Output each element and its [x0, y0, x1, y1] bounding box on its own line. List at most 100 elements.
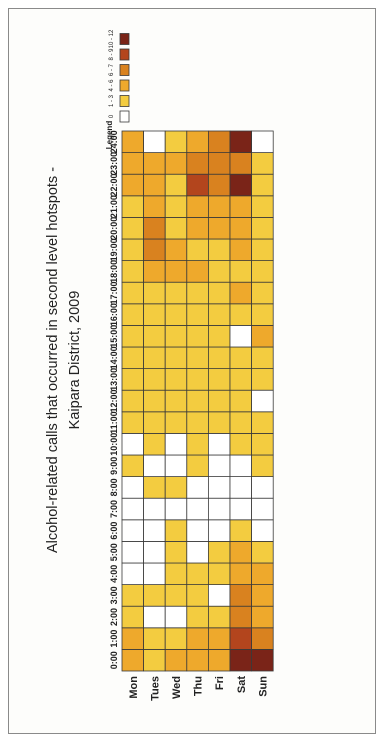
heatmap-cell — [121, 195, 145, 218]
heatmap-cell — [121, 152, 145, 175]
heatmap-cell — [121, 476, 145, 499]
heatmap-cell — [251, 497, 274, 521]
heatmap-cell — [207, 389, 231, 413]
heatmap-cell — [207, 324, 231, 348]
chart-subtitle: Kaipara District, 2009 — [67, 291, 83, 430]
heatmap-cell — [164, 411, 188, 434]
heatmap-cell — [143, 411, 166, 434]
heatmap-cell — [186, 216, 209, 240]
hour-tick-label: 12:00 — [109, 389, 119, 412]
heatmap-cell — [186, 130, 209, 153]
heatmap-cell — [164, 303, 188, 326]
legend-label: 1 - 3 — [109, 94, 115, 107]
day-tick-label: Fri — [214, 676, 226, 690]
heatmap-cell — [164, 476, 188, 499]
heatmap-cell — [251, 519, 274, 542]
heatmap-cell — [186, 260, 209, 283]
heatmap-cell — [143, 216, 166, 240]
hour-tick-label: 18:00 — [109, 260, 119, 283]
heatmap-cell — [207, 497, 231, 521]
hour-tick-label: 13:00 — [109, 368, 119, 391]
heatmap-cell — [186, 432, 209, 456]
legend-label: 10 - 12 — [109, 29, 115, 48]
heatmap-cell — [186, 389, 209, 413]
heatmap-cell — [121, 216, 145, 240]
heatmap-cell — [251, 432, 274, 456]
heatmap-cell — [143, 562, 166, 586]
heatmap-cell — [121, 432, 145, 456]
heatmap-cell — [251, 152, 274, 175]
heatmap-cell — [207, 605, 231, 629]
heatmap-cell — [207, 627, 231, 650]
day-tick-label: Sun — [257, 676, 269, 697]
heatmap-cell — [143, 368, 166, 391]
hour-tick-label: 9:00 — [109, 457, 119, 475]
heatmap-cell — [143, 627, 166, 650]
heatmap-cell — [143, 389, 166, 413]
heatmap-cell — [121, 260, 145, 283]
chart-frame: Alcohol-related calls that occurred in s… — [8, 8, 376, 734]
heatmap-cell — [251, 454, 274, 478]
heatmap-cell — [121, 130, 145, 153]
heatmap-cell — [143, 584, 166, 607]
heatmap-cell — [229, 411, 253, 434]
heatmap-cell — [207, 260, 231, 283]
heatmap-cell — [186, 346, 209, 370]
heatmap-cell — [229, 152, 253, 175]
heatmap-cell — [229, 605, 253, 629]
heatmap-cell — [251, 216, 274, 240]
heatmap-cell — [164, 562, 188, 586]
heatmap-cell — [207, 411, 231, 434]
heatmap-cell — [164, 130, 188, 153]
heatmap-cell — [251, 346, 274, 370]
hour-tick-label: 6:00 — [109, 522, 119, 540]
heatmap-cell — [186, 173, 209, 197]
heatmap-cell — [143, 648, 166, 672]
heatmap-cell — [164, 497, 188, 521]
heatmap-cell — [143, 497, 166, 521]
heatmap-cell — [251, 605, 274, 629]
heatmap-cell — [229, 584, 253, 607]
heatmap-cell — [186, 152, 209, 175]
heatmap-cell — [229, 238, 253, 262]
heatmap-cell — [121, 605, 145, 629]
heatmap-cell — [121, 281, 145, 305]
legend-swatch — [119, 64, 130, 76]
hour-tick-label: 1:00 — [109, 630, 119, 648]
heatmap-cell — [207, 648, 231, 672]
heatmap-cell — [251, 411, 274, 434]
heatmap-cell — [164, 368, 188, 391]
heatmap-cell — [164, 346, 188, 370]
heatmap-cell — [207, 454, 231, 478]
heatmap-cell — [251, 540, 274, 564]
heatmap-cell — [186, 195, 209, 218]
heatmap-cell — [121, 454, 145, 478]
heatmap-cell — [207, 152, 231, 175]
heatmap-cell — [143, 605, 166, 629]
heatmap-cell — [164, 519, 188, 542]
heatmap-cell — [121, 324, 145, 348]
heatmap-cell — [121, 497, 145, 521]
heatmap-cell — [143, 152, 166, 175]
hour-tick-label: 4:00 — [109, 565, 119, 583]
heatmap-cell — [164, 324, 188, 348]
heatmap-cell — [251, 389, 274, 413]
heatmap-cell — [207, 368, 231, 391]
heatmap-cell — [164, 389, 188, 413]
heatmap-cell — [251, 584, 274, 607]
legend-swatch — [119, 95, 130, 107]
heatmap-cell — [229, 648, 253, 672]
hour-tick-label: 5:00 — [109, 543, 119, 561]
heatmap-cell — [186, 303, 209, 326]
heatmap-cell — [251, 324, 274, 348]
heatmap-cell — [164, 584, 188, 607]
heatmap-cell — [143, 540, 166, 564]
heatmap-cell — [143, 130, 166, 153]
day-axis: Mon Tues Wed Thu Fri Sat Sun — [128, 676, 270, 701]
hour-axis: 0:00 1:00 2:00 3:00 4:00 5:00 6:00 7:00 8:00 9:00… — [109, 130, 119, 669]
legend-label: 4 - 6 — [109, 79, 115, 92]
hour-tick-label: 3:00 — [109, 586, 119, 604]
heatmap-cell — [143, 346, 166, 370]
heatmap-cell — [121, 368, 145, 391]
heatmap-cell — [143, 303, 166, 326]
